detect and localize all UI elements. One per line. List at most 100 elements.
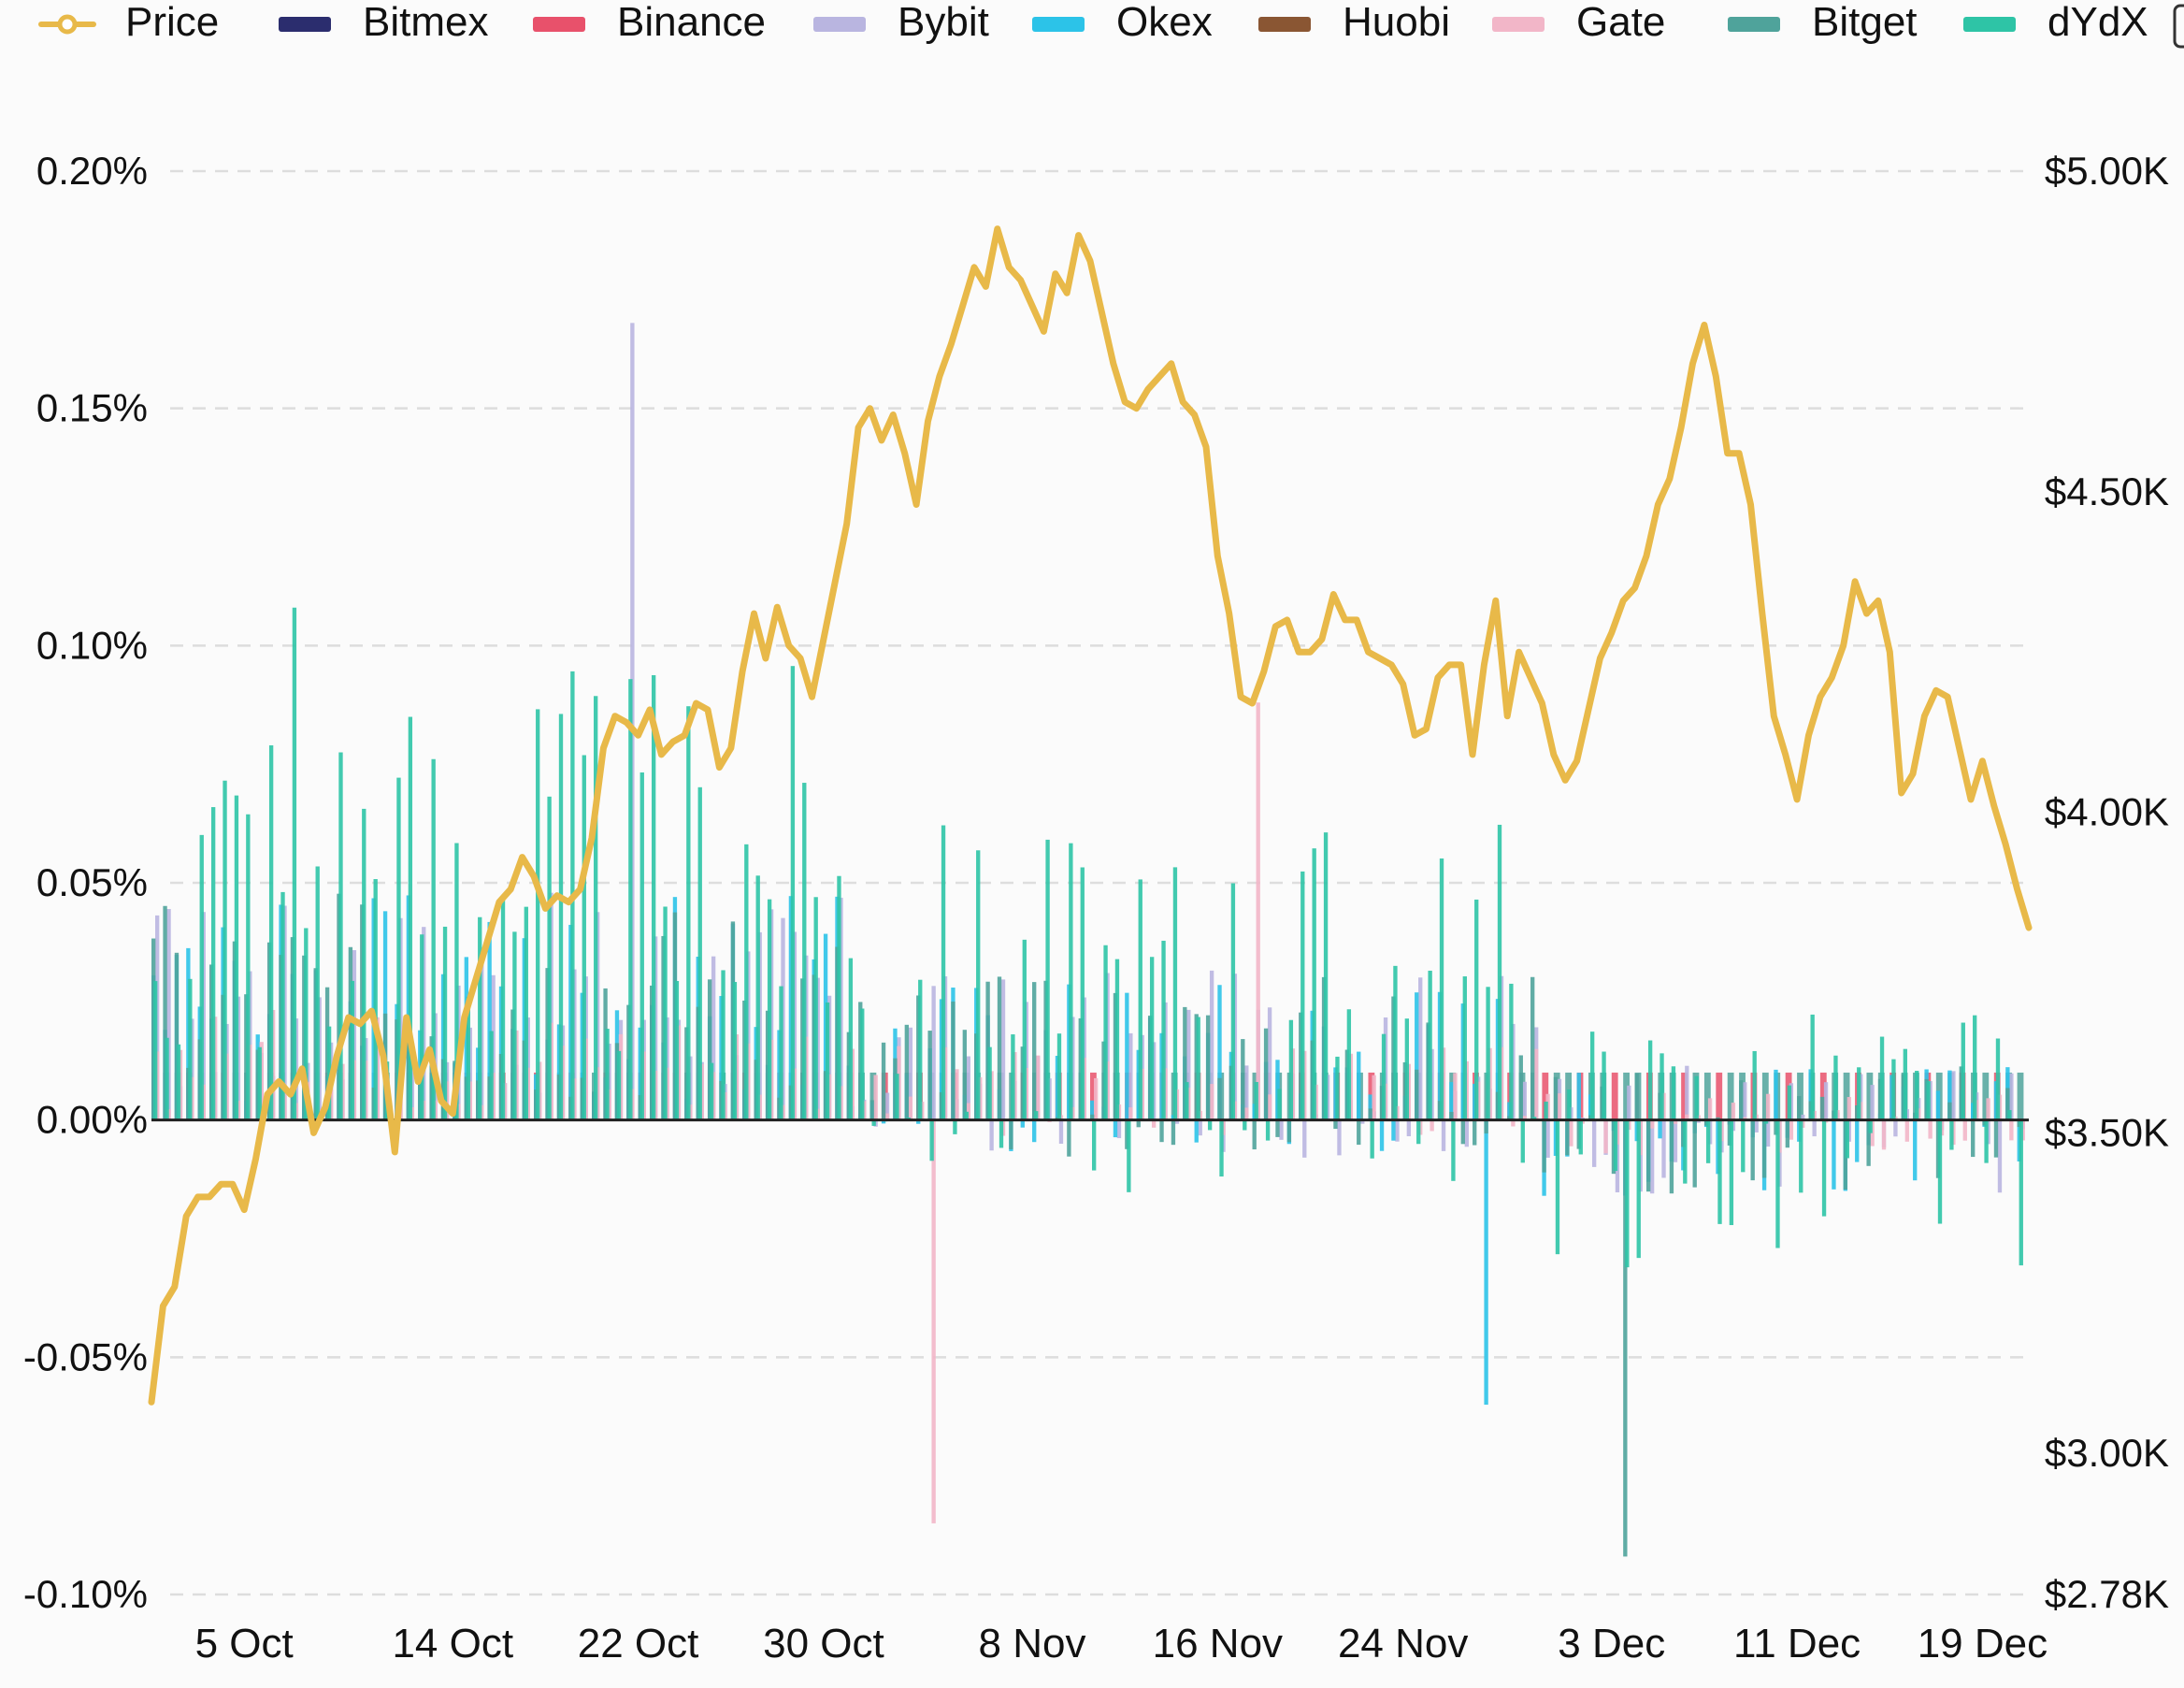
bar-gate <box>1244 1107 1249 1120</box>
bar-okex <box>1913 1119 1918 1181</box>
x-axis: 5 Oct 14 Oct 22 Oct 30 Oct 8 Nov 16 Nov 24 Nov… <box>195 1621 2048 1666</box>
bar-dydx <box>1636 1119 1641 1259</box>
bar-dydx <box>153 981 158 1120</box>
bar-dydx <box>987 1046 992 1120</box>
bar-gate <box>884 1113 890 1120</box>
legend-item-binance[interactable]: Binance <box>533 0 766 45</box>
bar-dydx <box>1149 957 1155 1120</box>
bar-bitget <box>1286 1119 1292 1143</box>
y-left-tick-label: 0.00% <box>36 1098 148 1142</box>
bar-dydx <box>1532 1117 1537 1120</box>
bar-gate <box>1128 1107 1133 1120</box>
y-left-tick-label: -0.10% <box>23 1572 148 1616</box>
bar-dydx <box>860 1008 865 1120</box>
bar-okex <box>1217 985 1222 1120</box>
x-tick-label: 5 Oct <box>195 1621 294 1666</box>
bar-dydx <box>362 808 366 1120</box>
legend-swatch <box>533 17 585 32</box>
bar-dydx <box>1069 843 1073 1120</box>
bar-bitget <box>1460 1119 1465 1145</box>
bar-bitget <box>1067 1119 1071 1157</box>
bar-dydx <box>524 906 528 1120</box>
bar-bybit <box>966 1056 970 1120</box>
bar-bybit <box>1685 1065 1689 1120</box>
bar-dydx <box>1011 1034 1015 1120</box>
bar-okex <box>1935 1090 1941 1120</box>
legend-item-huobi[interactable]: Huobi <box>1258 0 1450 45</box>
bar-dydx <box>234 795 239 1120</box>
legend-label: Bybit <box>898 0 989 45</box>
bar-base <box>869 1072 877 1120</box>
legend-item-price[interactable]: Price <box>38 0 219 45</box>
bar-bybit <box>1545 1119 1550 1158</box>
bar-gate <box>1372 1075 1376 1120</box>
legend-marker <box>57 14 78 35</box>
legend-swatch <box>1258 17 1311 32</box>
bar-okex <box>1357 1051 1361 1120</box>
bar-dydx <box>929 1119 934 1161</box>
bar-base <box>1681 1072 1688 1120</box>
bar-bybit <box>1627 1085 1631 1120</box>
bar-dydx <box>1323 832 1329 1120</box>
bar-dydx <box>1625 1119 1630 1268</box>
x-tick-label: 14 Oct <box>392 1621 513 1666</box>
bar-bybit <box>1743 1082 1747 1120</box>
bar-gate <box>1522 1116 1527 1120</box>
bar-okex <box>1832 1119 1836 1190</box>
legend-swatch <box>1728 17 1780 32</box>
x-tick-label: 3 Dec <box>1558 1621 1665 1666</box>
bar-dydx <box>1602 1051 1606 1120</box>
y-axis-right: $5.00K $4.50K $4.00K $3.50K $3.00K $2.78K <box>2045 149 2169 1616</box>
bar-bitget <box>962 1030 967 1120</box>
bar-dydx <box>315 866 320 1120</box>
bar-dydx <box>1589 1032 1595 1120</box>
bar-dydx <box>396 777 401 1120</box>
bar-dydx <box>1984 1119 1989 1163</box>
legend-label: Binance <box>617 0 766 45</box>
bar-gate <box>873 1075 878 1120</box>
bar-bybit <box>1754 1119 1759 1133</box>
bar-dydx <box>338 752 343 1120</box>
legend-label: Huobi <box>1343 0 1450 45</box>
bar-dydx <box>802 783 807 1120</box>
legend-item-bybit[interactable]: Bybit <box>813 0 989 45</box>
bar-bybit <box>1997 1119 2003 1193</box>
bar-dydx <box>941 825 946 1120</box>
legend-item-dydx[interactable]: dYdX <box>1963 0 2148 45</box>
bar-okex <box>1576 1073 1581 1120</box>
bar-dydx <box>1868 1119 1873 1133</box>
bar-dydx <box>1891 1059 1896 1120</box>
legend-item-gate[interactable]: Gate <box>1492 0 1665 45</box>
bar-dydx <box>1497 824 1502 1120</box>
bar-dydx <box>1567 1089 1572 1120</box>
bar-gate <box>931 1119 936 1523</box>
bar-gate <box>1685 1114 1689 1120</box>
grid <box>170 169 2029 1596</box>
legend-item-bitmex[interactable]: Bitmex <box>279 0 488 45</box>
bar-dydx <box>408 716 413 1120</box>
x-tick-label: 16 Nov <box>1153 1621 1283 1666</box>
legend-item-bitget[interactable]: Bitget <box>1728 0 1918 45</box>
bar-dydx <box>1254 1082 1258 1120</box>
bar-bitget <box>1275 1119 1280 1137</box>
bar-okex <box>1391 1119 1396 1141</box>
bar-gate <box>1094 1077 1099 1120</box>
legend-label: Bitget <box>1812 0 1918 45</box>
bar-dydx <box>1196 1017 1200 1120</box>
bar-dydx <box>1509 983 1514 1120</box>
bar-bybit <box>1302 1119 1307 1158</box>
bar-dydx <box>1683 1119 1688 1184</box>
bar-bybit <box>1951 1071 1956 1120</box>
bar-bybit <box>1279 1119 1284 1140</box>
bar-gate <box>1731 1103 1736 1120</box>
bar-dydx <box>2007 1110 2012 1120</box>
bar-bybit <box>1649 1119 1655 1194</box>
legend-item-okex[interactable]: Okex <box>1032 0 1213 45</box>
y-right-tick-label: $4.50K <box>2045 469 2169 513</box>
bar-bitget <box>1171 1119 1176 1146</box>
bar-dydx <box>779 986 783 1120</box>
bar-bybit <box>989 1119 994 1151</box>
bar-bitget <box>1449 1111 1454 1120</box>
bar-dydx <box>1161 940 1166 1120</box>
bar-bybit <box>1186 1009 1191 1120</box>
